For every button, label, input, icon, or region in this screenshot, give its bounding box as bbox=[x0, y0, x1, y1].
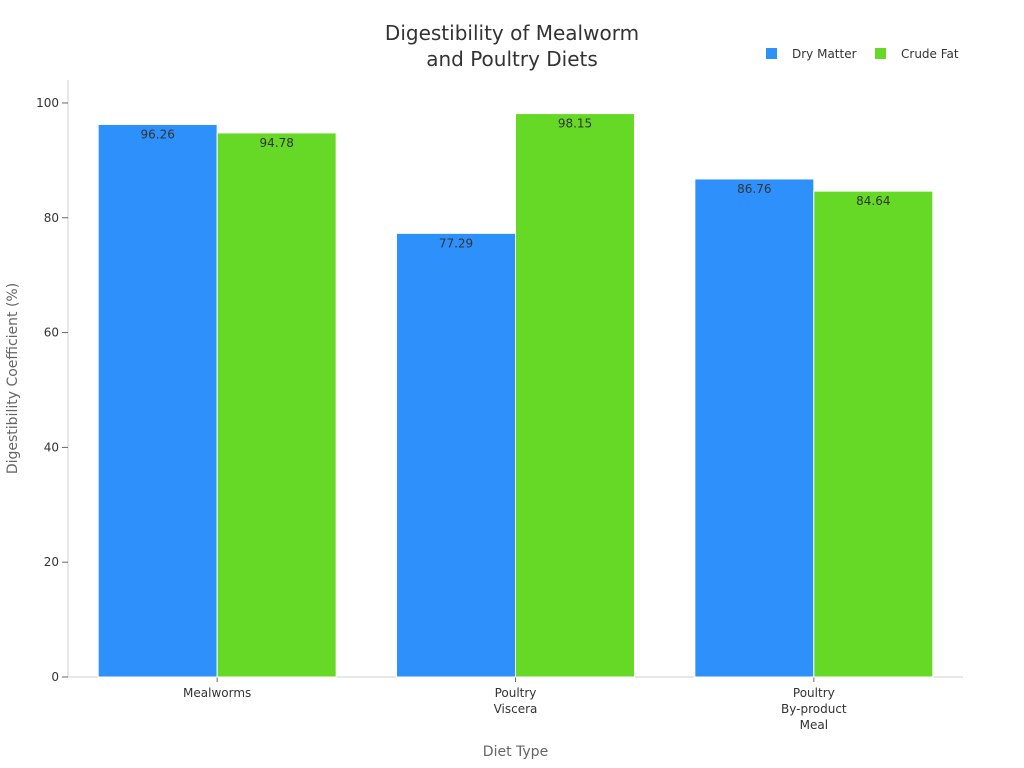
bar-value-label: 84.64 bbox=[856, 194, 890, 208]
bar-crude-fat bbox=[813, 190, 934, 678]
bar-crude-fat bbox=[216, 132, 337, 678]
chart-title-line: and Poultry Diets bbox=[426, 47, 598, 71]
x-tick-label: Viscera bbox=[494, 702, 538, 716]
legend-swatch bbox=[875, 48, 886, 59]
y-tick-label: 20 bbox=[44, 555, 59, 569]
bar-dry-matter bbox=[694, 178, 815, 678]
x-tick-label: Poultry bbox=[495, 686, 537, 700]
legend-swatch bbox=[766, 48, 777, 59]
y-tick-label: 0 bbox=[51, 670, 59, 684]
y-tick-label: 100 bbox=[36, 96, 59, 110]
y-tick-label: 80 bbox=[44, 211, 59, 225]
axes: 0 20 40 60 80 100 Mealworms Poultry Viscera Poult… bbox=[36, 80, 963, 732]
bar-value-label: 94.78 bbox=[259, 136, 293, 150]
bar-value-label: 77.29 bbox=[439, 236, 473, 250]
x-tick-label: Poultry bbox=[793, 686, 835, 700]
x-tick-label: By-product bbox=[781, 702, 847, 716]
bar-value-label: 86.76 bbox=[737, 182, 771, 196]
bar-dry-matter bbox=[97, 123, 218, 678]
y-tick-label: 60 bbox=[44, 326, 59, 340]
data-labels: 96.26 94.78 77.29 98.15 86.76 84.64 bbox=[140, 117, 890, 251]
x-axis-label: Diet Type bbox=[483, 744, 548, 760]
bar-dry-matter bbox=[396, 232, 516, 678]
y-axis-label: Digestibility Coefficient (%) bbox=[5, 283, 21, 474]
bar-value-label: 96.26 bbox=[140, 127, 174, 141]
bar-crude-fat bbox=[515, 113, 635, 678]
bars bbox=[97, 113, 934, 678]
bar-value-label: 98.15 bbox=[558, 117, 592, 131]
legend-label: Dry Matter bbox=[792, 47, 857, 61]
x-tick-label: Mealworms bbox=[183, 686, 251, 700]
y-tick-label: 40 bbox=[44, 440, 59, 454]
legend-label: Crude Fat bbox=[901, 47, 959, 61]
x-tick-label: Meal bbox=[800, 718, 828, 732]
legend: Dry Matter Crude Fat bbox=[766, 47, 959, 61]
chart-title-line: Digestibility of Mealworm bbox=[385, 21, 639, 45]
